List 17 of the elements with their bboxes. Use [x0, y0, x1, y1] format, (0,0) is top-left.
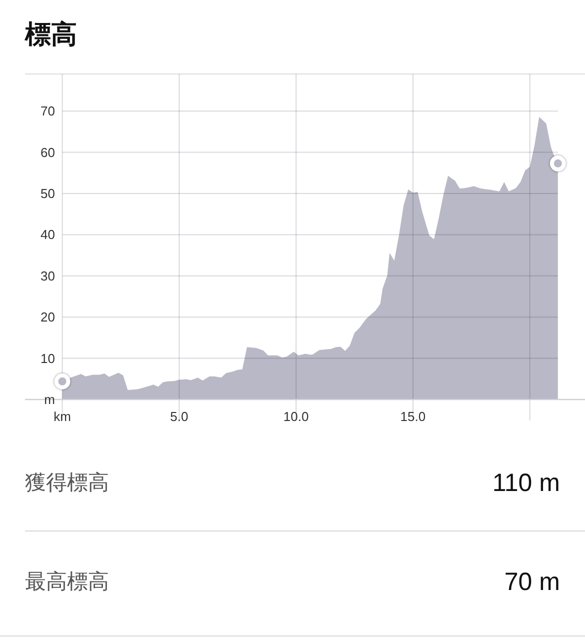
chart-title: 標高: [24, 19, 77, 49]
x-tick-label: 15.0: [400, 409, 426, 424]
text: 110 m: [492, 469, 560, 497]
y-tick-label: m: [44, 392, 55, 407]
y-tick-label: 60: [40, 144, 55, 160]
y-tick-label: 50: [40, 186, 55, 201]
y-tick-label: 40: [40, 227, 55, 242]
y-tick-label: 70: [40, 104, 55, 119]
text: 最高標高: [25, 570, 109, 594]
y-tick-label: 10: [40, 350, 55, 366]
x-tick-label: 5.0: [170, 409, 188, 424]
y-tick-label: 30: [40, 268, 55, 284]
y-tick-label: 20: [40, 310, 55, 325]
x-tick-label: km: [54, 409, 71, 424]
x-tick-label: 10.0: [283, 409, 309, 424]
text: 獲得標高: [25, 472, 109, 494]
text: 70 m: [504, 568, 560, 596]
